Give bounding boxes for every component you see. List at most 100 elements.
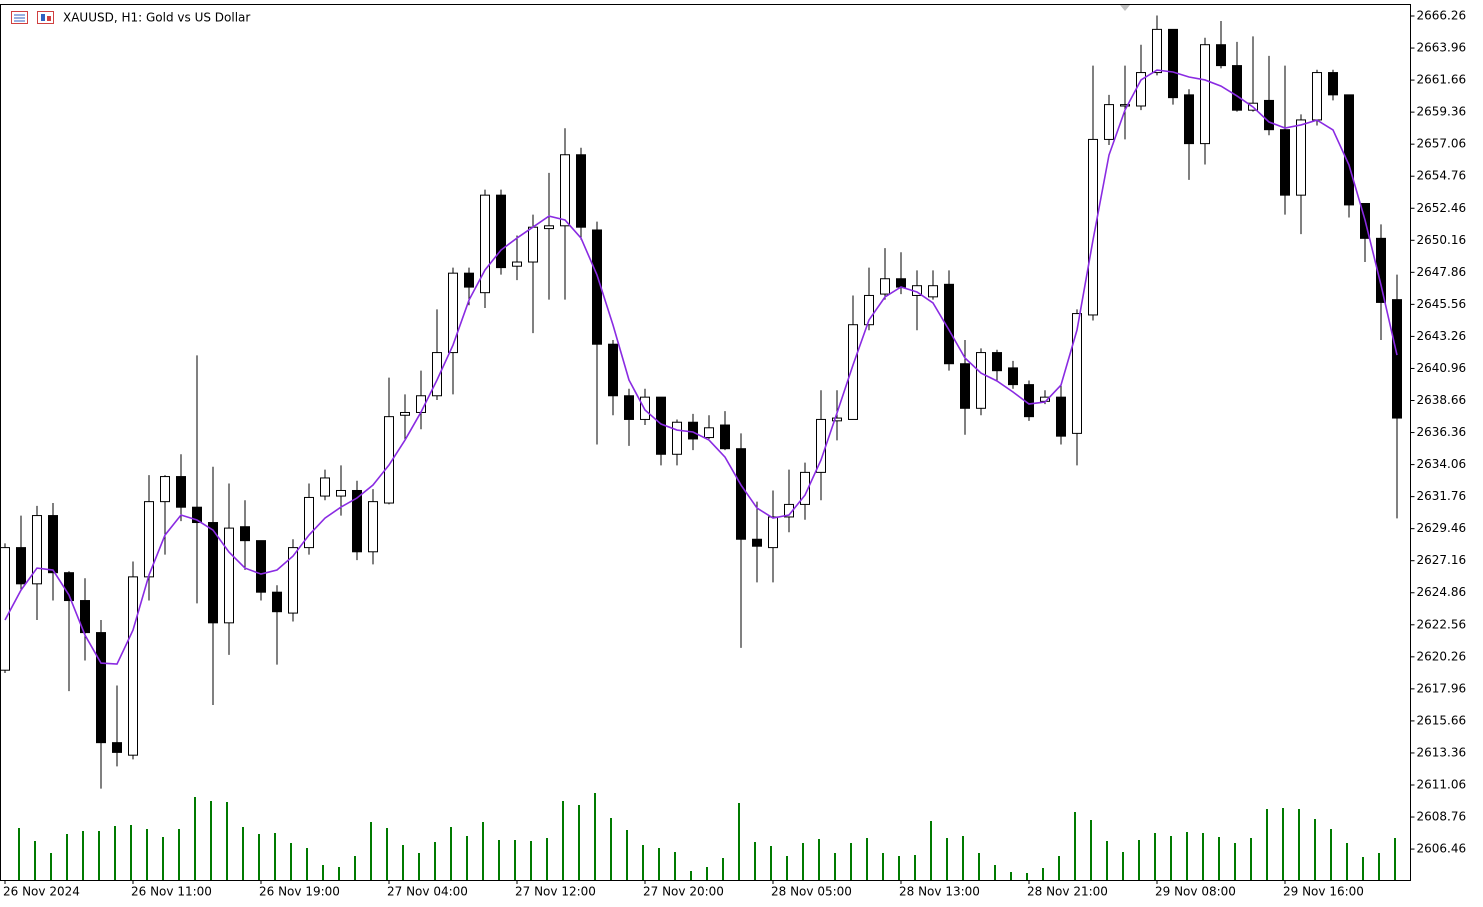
candle-body	[1008, 367, 1018, 386]
candle-body	[32, 515, 42, 585]
candle-body	[880, 278, 890, 295]
candle-body	[1344, 94, 1354, 206]
y-tick-label: 2657.06	[1417, 137, 1467, 151]
candle-body	[1152, 28, 1162, 74]
candle-body	[368, 501, 378, 553]
x-tick-label: 29 Nov 16:00	[1283, 885, 1364, 899]
candle-body	[448, 272, 458, 354]
candle-body	[1184, 94, 1194, 145]
y-tick-label: 2638.66	[1417, 393, 1467, 407]
candle-body	[1280, 129, 1290, 196]
candle-body	[1264, 99, 1274, 131]
candle-body	[192, 506, 202, 524]
y-tick-label: 2627.16	[1417, 553, 1467, 567]
y-tick-label: 2613.36	[1417, 745, 1467, 759]
candle-body	[128, 576, 138, 756]
candle-body	[1056, 396, 1066, 437]
x-tick-label: 26 Nov 19:00	[259, 885, 340, 899]
candle-body	[560, 154, 570, 227]
candle-body	[608, 343, 618, 397]
candle-body	[224, 527, 234, 624]
candle-body	[1392, 299, 1402, 419]
y-tick-label: 2647.86	[1417, 265, 1467, 279]
x-tick-label: 28 Nov 21:00	[1027, 885, 1108, 899]
icon	[37, 11, 54, 24]
candle-body	[576, 154, 586, 228]
candle-body	[720, 424, 730, 450]
candle-body	[1232, 65, 1242, 111]
candle-body	[288, 547, 298, 614]
candle-body	[480, 194, 490, 294]
candle-body	[736, 448, 746, 540]
candle-body	[784, 503, 794, 518]
candle-body	[352, 489, 362, 553]
y-tick-label: 2615.66	[1417, 713, 1467, 727]
y-tick-label: 2652.46	[1417, 201, 1467, 215]
candle-body	[992, 352, 1002, 372]
candle-body	[208, 522, 218, 624]
y-tick-label: 2622.56	[1417, 617, 1467, 631]
y-tick-label: 2640.96	[1417, 361, 1467, 375]
candle-body	[512, 261, 522, 267]
candle-body	[864, 294, 874, 326]
candle-body	[752, 538, 762, 547]
icon	[41, 14, 45, 21]
candle-body	[544, 225, 554, 230]
candle-body	[960, 363, 970, 409]
candle-body	[1072, 313, 1082, 434]
candle-body	[112, 742, 122, 753]
candle-body	[896, 278, 906, 288]
candle-body	[976, 352, 986, 409]
candle-body	[688, 421, 698, 440]
candle-body	[944, 283, 954, 365]
candle-body	[16, 547, 26, 585]
candle-body	[496, 194, 506, 269]
candle-body	[704, 427, 714, 439]
candle-body	[304, 496, 314, 549]
candle-body	[464, 272, 474, 288]
y-tick-label: 2643.26	[1417, 329, 1467, 343]
candle-body	[800, 471, 810, 505]
y-tick-label: 2617.96	[1417, 681, 1467, 695]
x-tick-label: 28 Nov 05:00	[771, 885, 852, 899]
x-tick-label: 26 Nov 11:00	[131, 885, 212, 899]
candle-body	[1104, 104, 1114, 140]
candle-body	[848, 324, 858, 420]
candle-body	[832, 417, 842, 422]
candle-body	[672, 421, 682, 455]
candle-body	[80, 600, 90, 634]
candle-body	[1120, 104, 1130, 107]
x-tick-label: 29 Nov 08:00	[1155, 885, 1236, 899]
candle-body	[48, 515, 58, 574]
candle-body	[240, 526, 250, 542]
y-tick-label: 2659.36	[1417, 105, 1467, 119]
x-tick-label: 28 Nov 13:00	[899, 885, 980, 899]
x-tick-label: 27 Nov 04:00	[387, 885, 468, 899]
y-tick-label: 2611.06	[1417, 777, 1467, 791]
moving-average	[4, 69, 1398, 665]
y-tick-label: 2608.76	[1417, 810, 1467, 824]
y-tick-label: 2624.86	[1417, 585, 1467, 599]
chart-title: XAUUSD, H1: Gold vs US Dollar	[63, 11, 250, 25]
candle-body	[176, 476, 186, 508]
y-tick-label: 2645.56	[1417, 297, 1467, 311]
candle-body	[384, 416, 394, 504]
shift-marker	[1120, 5, 1130, 11]
candle-body	[0, 547, 10, 671]
candle-body	[1216, 44, 1226, 67]
candle-body	[624, 395, 634, 420]
candle-body	[256, 540, 266, 593]
candle-body	[432, 352, 442, 397]
candle-body	[96, 632, 106, 744]
x-tick-label: 27 Nov 20:00	[643, 885, 724, 899]
candle-body	[1376, 237, 1386, 303]
candle-body	[1328, 72, 1338, 96]
y-tick-label: 2620.26	[1417, 649, 1467, 663]
candle-body	[528, 226, 538, 263]
candle-body	[928, 285, 938, 298]
y-tick-label: 2636.36	[1417, 425, 1467, 439]
candle-body	[400, 411, 410, 416]
candle-body	[320, 477, 330, 497]
y-tick-label: 2654.76	[1417, 169, 1467, 183]
icon	[47, 16, 51, 21]
